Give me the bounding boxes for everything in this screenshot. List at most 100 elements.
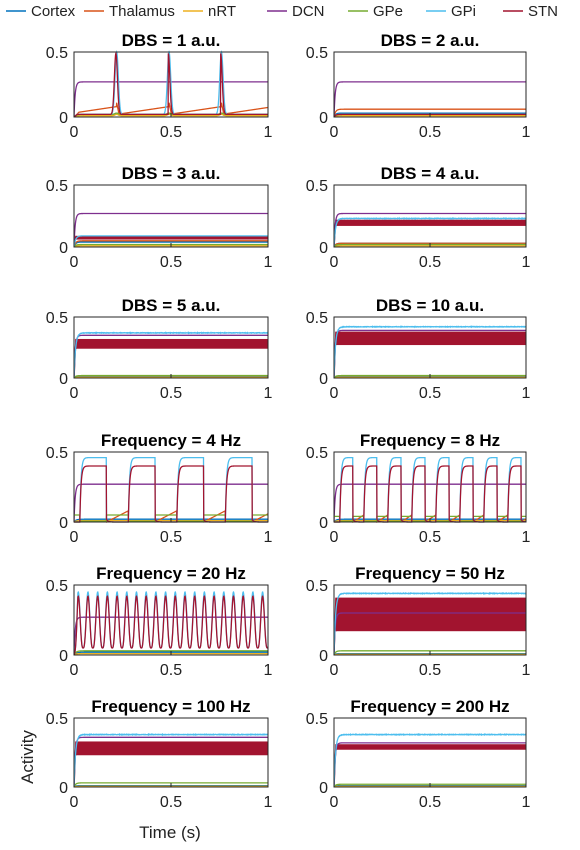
y-tick-label: 0.5 (46, 310, 68, 327)
x-tick-label: 0.5 (160, 385, 182, 402)
series-gpe (334, 515, 526, 522)
y-tick-label: 0.5 (306, 711, 328, 728)
x-tick-label: 1 (264, 254, 273, 271)
series-dcn (334, 81, 526, 118)
series-stn-band (336, 219, 526, 226)
series-gpi (334, 732, 526, 787)
series-stn-band (336, 597, 526, 632)
y-tick-label: 0.5 (306, 310, 328, 327)
x-tick-label: 1 (264, 662, 273, 679)
series-gpi (74, 331, 268, 378)
plot-area (334, 212, 526, 248)
plot-area (74, 456, 268, 523)
panel-8: 0 0.5 1 0 0.5 Frequency = 8 Hz (306, 431, 531, 546)
x-tick-label: 1 (264, 794, 273, 811)
series-stn (74, 51, 268, 118)
axes-box (333, 184, 527, 248)
series-cortex (74, 241, 268, 248)
x-tick-label: 0 (330, 254, 339, 271)
y-tick-label: 0 (59, 371, 68, 388)
series-dcn (334, 329, 526, 379)
y-axis-label: Activity (18, 730, 37, 784)
panel-title: DBS = 4 a.u. (381, 164, 480, 183)
legend-entry-dcn: DCN (267, 3, 325, 20)
panel-4: 0 0.5 1 0 0.5 DBS = 4 a.u. (306, 164, 531, 271)
panel-title: DBS = 3 a.u. (122, 164, 221, 183)
panel-title: Frequency = 50 Hz (355, 564, 505, 583)
x-tick-label: 0.5 (160, 124, 182, 141)
series-stn-band (76, 235, 268, 240)
panel-12: 0 0.5 1 0 0.5 Frequency = 200 Hz (306, 697, 531, 811)
x-tick-label: 0 (70, 662, 79, 679)
panel-3: 0 0.5 1 0 0.5 DBS = 3 a.u. (46, 164, 273, 271)
series-gpi (334, 325, 526, 378)
y-tick-label: 0 (59, 515, 68, 532)
panel-title: Frequency = 20 Hz (96, 564, 246, 583)
panel-5: 0 0.5 1 0 0.5 DBS = 5 a.u. (46, 296, 273, 402)
y-tick-label: 0.5 (306, 445, 328, 462)
x-tick-label: 0 (330, 385, 339, 402)
legend-entry-stn: STN (503, 3, 558, 20)
y-tick-label: 0 (319, 240, 328, 257)
panel-7: 0 0.5 1 0 0.5 Frequency = 4 Hz (46, 431, 273, 546)
series-stn-band (76, 741, 268, 756)
y-tick-label: 0 (59, 780, 68, 797)
legend-entry-gpi: GPi (426, 3, 476, 20)
plot-area (74, 331, 268, 379)
x-axis-label: Time (s) (139, 823, 201, 842)
x-tick-label: 1 (264, 529, 273, 546)
panel-title: Frequency = 100 Hz (91, 697, 250, 716)
plot-area (74, 50, 268, 118)
axes-box (73, 451, 269, 523)
panel-9: 0 0.5 1 0 0.5 Frequency = 20 Hz (46, 564, 273, 679)
series-dcn (74, 334, 268, 379)
series-dcn (74, 212, 268, 248)
x-tick-label: 0.5 (160, 254, 182, 271)
series-gpi (334, 216, 526, 247)
y-tick-label: 0 (319, 371, 328, 388)
panel-6: 0 0.5 1 0 0.5 DBS = 10 a.u. (306, 296, 531, 402)
plot-area (74, 212, 268, 248)
y-tick-label: 0 (319, 515, 328, 532)
x-tick-label: 0 (330, 124, 339, 141)
x-tick-label: 1 (522, 254, 531, 271)
series-dcn (334, 612, 526, 656)
y-tick-label: 0.5 (46, 578, 68, 595)
axes-box (333, 51, 527, 118)
x-tick-label: 0 (70, 254, 79, 271)
series-gpe (74, 650, 268, 656)
plot-area (334, 81, 526, 118)
series-dcn (334, 212, 526, 248)
x-tick-label: 0.5 (419, 124, 441, 141)
x-tick-label: 0.5 (419, 385, 441, 402)
series-gpi (334, 591, 526, 655)
y-tick-label: 0 (319, 648, 328, 665)
series-stn (74, 595, 268, 656)
legend-label: GPi (451, 3, 476, 20)
x-tick-label: 0.5 (160, 662, 182, 679)
series-dcn (74, 736, 268, 788)
series-thalamus (74, 240, 268, 248)
series-gpe (334, 650, 526, 656)
plot-area (334, 456, 526, 524)
plot-area (74, 732, 268, 788)
x-tick-label: 0 (330, 794, 339, 811)
x-tick-label: 1 (264, 124, 273, 141)
panel-title: Frequency = 8 Hz (360, 431, 500, 450)
x-tick-label: 0.5 (160, 794, 182, 811)
panel-title: Frequency = 4 Hz (101, 431, 241, 450)
x-tick-label: 0 (330, 662, 339, 679)
panel-11: 0 0.5 1 0 0.5 Frequency = 100 Hz (46, 697, 273, 811)
series-thalamus (74, 102, 268, 118)
legend-entry-cortex: Cortex (6, 3, 76, 20)
panel-title: DBS = 1 a.u. (122, 31, 221, 50)
x-tick-label: 1 (522, 385, 531, 402)
x-tick-label: 1 (522, 529, 531, 546)
x-tick-label: 0 (70, 529, 79, 546)
x-tick-label: 1 (522, 662, 531, 679)
series-dcn (74, 483, 268, 523)
series-thalamus (334, 108, 526, 118)
x-tick-label: 0.5 (419, 529, 441, 546)
legend-entry-gpe: GPe (348, 3, 403, 20)
